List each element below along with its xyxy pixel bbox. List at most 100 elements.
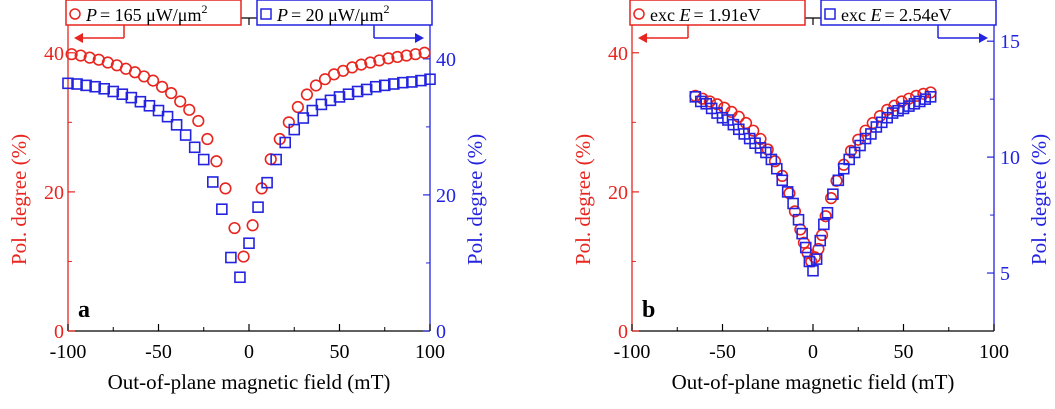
- y-right-tick-label: 15: [1000, 31, 1020, 53]
- data-point-circle: [201, 132, 214, 146]
- y-right-tick-label: 10: [1000, 147, 1020, 169]
- data-point-circle: [228, 221, 241, 235]
- legend-marker-circle: [69, 8, 81, 20]
- arrow-left-icon: [638, 33, 647, 43]
- data-point-circle: [747, 124, 760, 137]
- data-point-circle: [300, 88, 314, 101]
- data-point-square: [827, 188, 839, 201]
- data-point-square: [234, 271, 246, 284]
- data-point-square: [125, 91, 138, 104]
- data-point-square: [261, 176, 273, 189]
- data-point-square: [424, 73, 436, 86]
- y-right-axis-label: Pol. degree (%): [463, 134, 487, 265]
- data-point-circle: [83, 51, 96, 64]
- data-point-circle: [824, 192, 838, 205]
- data-point-square: [134, 95, 147, 108]
- data-point-square: [770, 162, 783, 175]
- data-point-square: [397, 76, 409, 89]
- data-point-circle: [237, 250, 250, 263]
- data-point-square: [814, 234, 827, 247]
- x-tick-label: 100: [979, 341, 1009, 363]
- legend-right: P = 20 μW/μm2: [256, 0, 433, 43]
- legend-label: P = 165 μW/μm2: [85, 2, 207, 25]
- data-point-circle: [364, 56, 377, 69]
- y-left-tick-label: 20: [608, 182, 628, 204]
- data-point-circle: [165, 87, 178, 100]
- arrow-right-icon: [415, 33, 424, 43]
- legend-symbol: E: [869, 5, 881, 25]
- x-axis-label: Out-of-plane magnetic field (mT): [108, 370, 391, 394]
- legend-prefix: exc: [841, 5, 870, 25]
- legend-box: [256, 0, 433, 26]
- data-point-square: [225, 251, 237, 264]
- data-point-circle: [291, 100, 304, 114]
- x-tick-label: 0: [808, 341, 818, 363]
- data-point-square: [810, 253, 823, 265]
- data-point-square: [243, 237, 255, 250]
- legend-marker-square: [824, 8, 836, 20]
- data-point-square: [71, 78, 83, 90]
- data-point-circle: [768, 155, 782, 168]
- legend-text: = 165 μW/μm: [100, 5, 201, 25]
- data-point-circle: [219, 182, 232, 195]
- x-tick-label: 0: [244, 341, 254, 363]
- arrow-left-icon: [74, 33, 83, 43]
- legend-left: P = 165 μW/μm2: [65, 0, 242, 43]
- data-point-square: [799, 241, 812, 254]
- panel-label: a: [78, 297, 90, 323]
- legend-symbol: P: [276, 5, 288, 25]
- data-point-square: [252, 201, 264, 213]
- data-point-circle: [382, 52, 395, 65]
- data-point-circle: [210, 155, 223, 168]
- legend-left: exc E = 1.91eV: [629, 0, 806, 43]
- data-point-square: [89, 80, 101, 93]
- data-point-circle: [355, 58, 368, 71]
- data-point-square: [406, 76, 418, 88]
- legend-label: exc E = 2.54eV: [841, 5, 952, 25]
- legend-label: P = 20 μW/μm2: [276, 2, 389, 25]
- data-point-circle: [391, 50, 404, 64]
- data-point-square: [216, 203, 228, 216]
- y-right-tick-label: 40: [436, 49, 456, 71]
- data-point-square: [315, 98, 328, 111]
- data-point-square: [207, 176, 219, 188]
- y-right-tick-label: 5: [1000, 263, 1010, 285]
- data-point-circle: [156, 80, 169, 93]
- data-point-square: [98, 82, 110, 95]
- data-point-square: [387, 78, 400, 90]
- legend-symbol: P: [85, 5, 97, 25]
- series-1: [62, 73, 436, 284]
- data-point-square: [107, 85, 120, 98]
- legend-right: exc E = 2.54eV: [820, 0, 997, 43]
- arrow-right-icon: [979, 33, 988, 43]
- legend-text: = 20 μW/μm: [291, 5, 383, 25]
- data-point-square: [279, 136, 292, 149]
- data-point-square: [351, 85, 364, 98]
- legend-box: [629, 0, 806, 26]
- y-left-tick-label: 20: [44, 182, 64, 204]
- data-point-square: [62, 77, 74, 90]
- legend-symbol: E: [678, 5, 690, 25]
- data-point-square: [342, 88, 355, 101]
- x-axis-label: Out-of-plane magnetic field (mT): [672, 370, 955, 394]
- data-point-square: [924, 91, 937, 103]
- data-point-square: [832, 174, 845, 187]
- data-point-circle: [418, 46, 431, 59]
- data-point-square: [324, 94, 337, 107]
- series-1: [689, 91, 937, 277]
- data-point-square: [116, 88, 129, 101]
- legend-superscript: 2: [383, 2, 389, 16]
- x-tick-label: -50: [709, 341, 736, 363]
- data-point-square: [787, 197, 799, 210]
- data-point-square: [170, 119, 183, 131]
- data-point-square: [796, 227, 808, 240]
- data-point-square: [306, 104, 319, 117]
- legend-marker-circle: [633, 8, 645, 20]
- data-point-square: [288, 123, 301, 136]
- panel-b: -100 -50 0 50 100 0 20 40 5 10 15 Out-of-plane magn…: [571, 0, 1051, 394]
- data-point-circle: [409, 48, 422, 61]
- data-point-circle: [819, 210, 832, 223]
- data-point-square: [333, 91, 346, 103]
- y-left-axis-label: Pol. degree (%): [7, 134, 31, 265]
